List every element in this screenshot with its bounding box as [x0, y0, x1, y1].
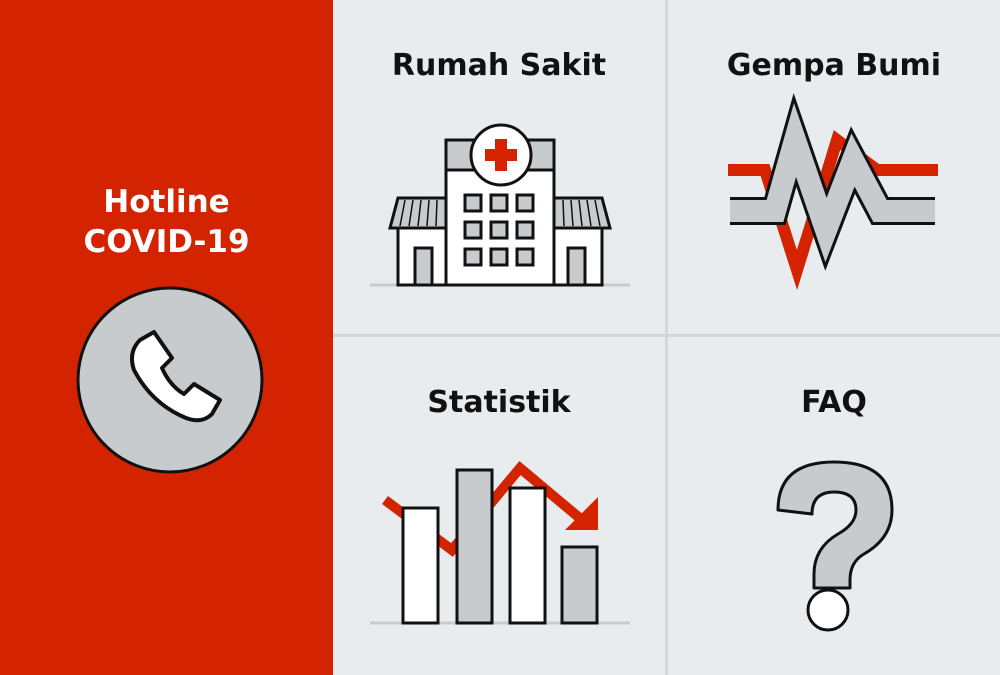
hotline-covid19-button[interactable]: Hotline COVID-19 [0, 0, 333, 675]
tile-rumah-sakit[interactable]: Rumah Sakit [333, 0, 665, 334]
tile-label: Rumah Sakit [391, 48, 607, 83]
hotline-line2: COVID-19 [83, 224, 250, 260]
tile-label: Statistik [427, 385, 571, 420]
tile-label: FAQ [801, 385, 867, 420]
tile-faq[interactable]: FAQ [668, 337, 1000, 675]
tile-gempa-bumi[interactable]: Gempa Bumi [668, 0, 1000, 334]
tile-label: Gempa Bumi [726, 48, 942, 83]
hotline-title: Hotline COVID-19 [0, 182, 333, 262]
divider [333, 334, 1000, 337]
tile-statistik[interactable]: Statistik [333, 337, 665, 675]
divider [665, 0, 668, 675]
hotline-line1: Hotline [103, 184, 230, 220]
